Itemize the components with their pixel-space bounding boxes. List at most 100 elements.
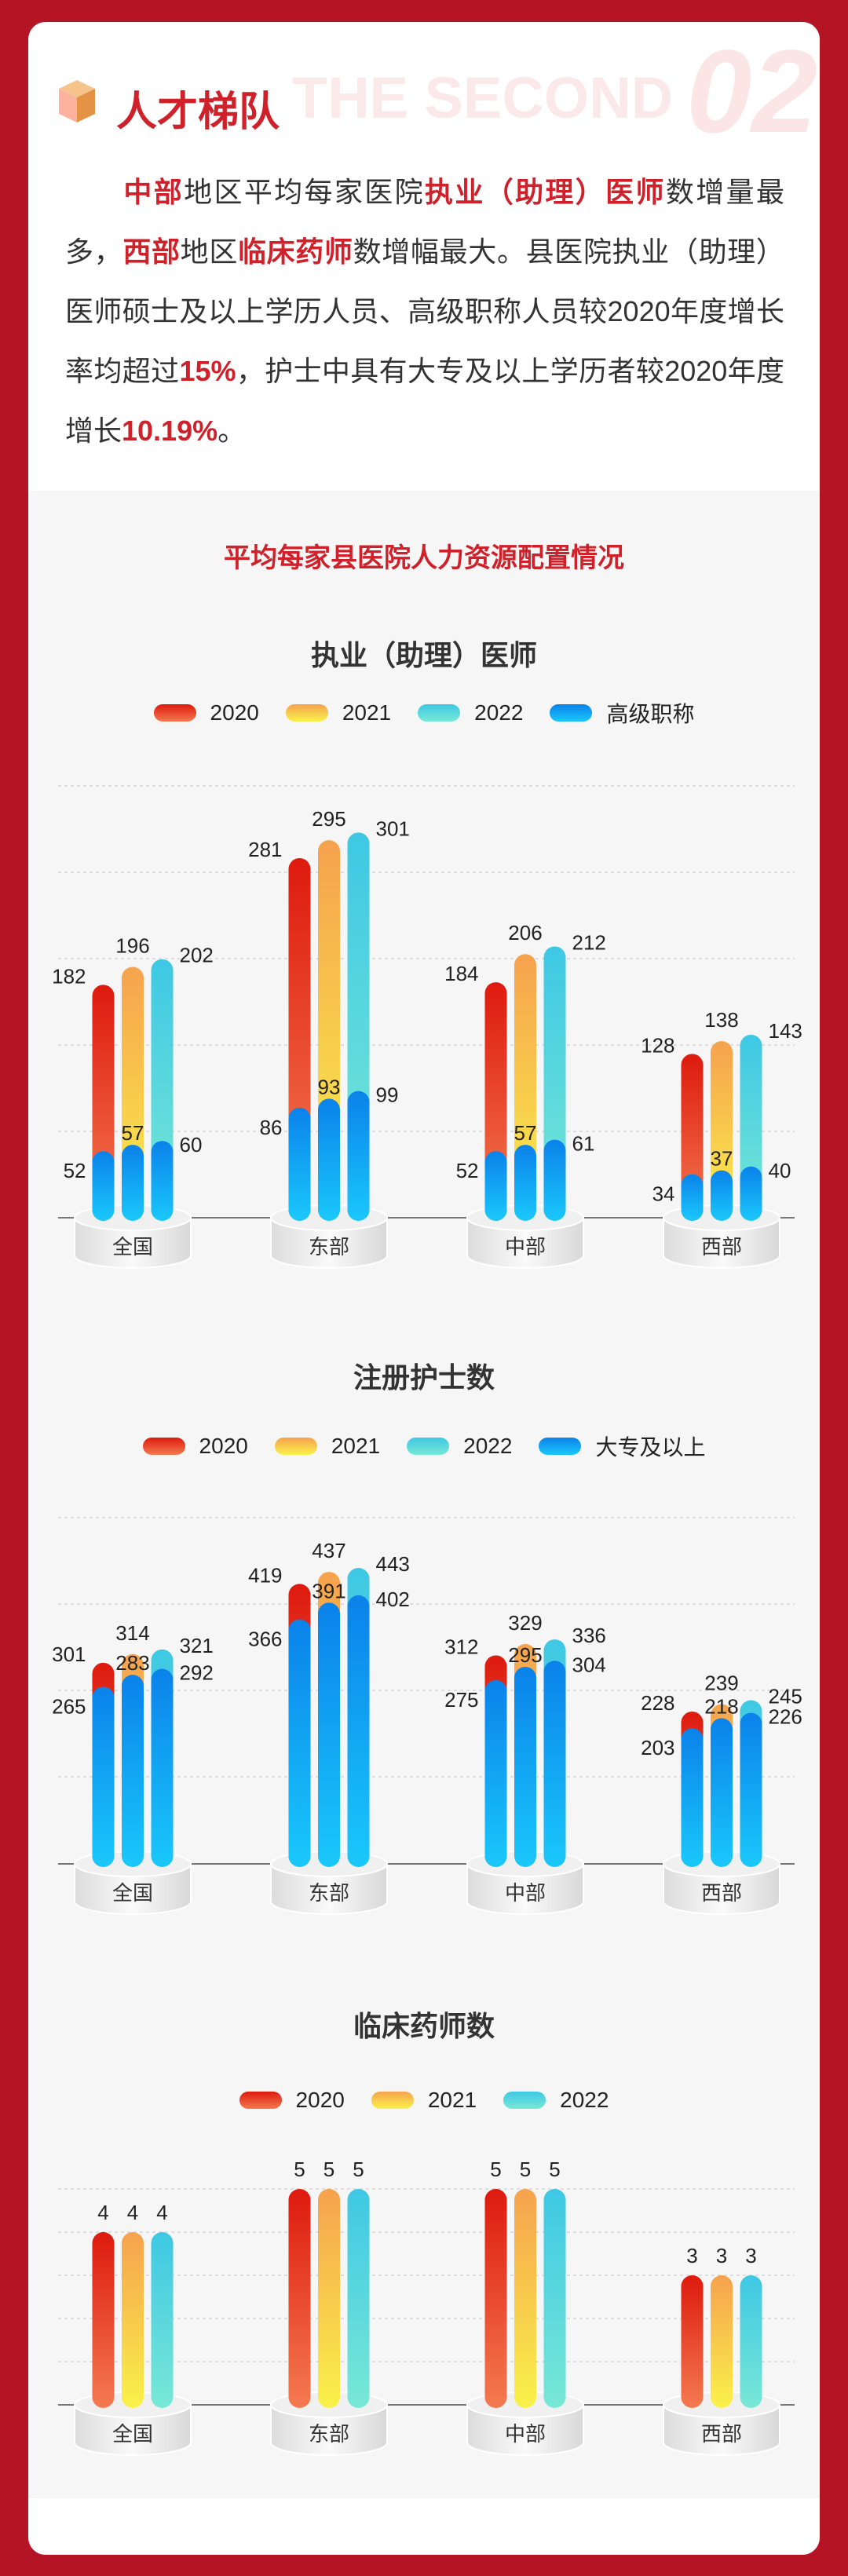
legend-label: 大专及以上 [595,1435,706,1460]
legend-swatch-2020 [239,2092,282,2109]
value-label: 4 [97,2201,108,2224]
text-segment: 中部 [122,176,185,208]
bar-overlay [681,1174,704,1221]
text-segment: 数增量最多， [65,176,784,268]
value-label: 437 [312,1539,345,1562]
category-label: 全国 [112,2422,153,2446]
value-label: 239 [704,1672,738,1695]
value-label: 128 [641,1033,674,1057]
overlay-value-label: 40 [769,1159,791,1182]
value-label: 3 [745,2244,756,2267]
overlay-value-label: 295 [508,1643,542,1667]
legend-item: 2022 [407,1431,512,1462]
pedestal [466,1863,584,1915]
value-label: 314 [115,1621,149,1645]
overlay-value-label: 275 [444,1688,478,1712]
text-segment: 15% [179,355,236,387]
value-label: 4 [127,2201,138,2224]
section-number: 02 [686,25,817,157]
legend-swatch-2021 [371,2092,414,2109]
bar-overlay [681,1728,704,1867]
bar-2022 [543,2189,566,2408]
category-label: 西部 [701,1881,742,1905]
category-label: 全国 [112,1881,153,1905]
value-label: 202 [180,944,214,967]
overlay-value-label: 304 [572,1653,606,1676]
bar-2020 [288,2189,311,2408]
category-label: 全国 [112,1235,153,1259]
bar-overlay [92,1151,115,1221]
bar-overlay [288,1619,311,1867]
overlay-value-label: 57 [514,1121,537,1145]
pedestal [270,2404,388,2456]
bar-overlay [318,1602,340,1867]
legend-label: 2020 [199,1434,248,1458]
value-label: 329 [508,1611,542,1635]
bar-2022 [740,2275,762,2408]
chart-legend: 2020 2021 2022 大专及以上 [0,1431,848,1462]
overlay-value-label: 86 [260,1116,283,1139]
overlay-value-label: 203 [641,1736,674,1759]
bar-overlay [514,1666,536,1867]
bar-2021 [122,2232,144,2408]
pedestal [663,2404,780,2456]
text-segment: ，护士中具有大专及以上学历者较2020年度增长 [65,355,784,447]
text-segment: 西部 [122,236,181,268]
legend-swatch-2022 [418,704,461,722]
value-label: 196 [115,934,149,958]
legend-item: 2021 [285,697,392,729]
legend-label: 2022 [463,1434,513,1458]
legend-label: 2022 [560,2088,609,2112]
pedestal [466,2404,584,2456]
legend-label: 2021 [427,2088,477,2112]
value-label: 419 [248,1563,282,1587]
bar-overlay [318,1098,340,1221]
pedestal [74,1863,192,1915]
value-label: 5 [353,2158,364,2181]
bar-2020 [484,2189,507,2408]
overlay-value-label: 283 [115,1651,149,1675]
value-label: 4 [156,2201,167,2224]
legend-swatch-overlay [539,1438,582,1455]
legend-label: 2022 [474,700,524,725]
chart-legend: 2020 2021 2022 高级职称 [0,697,848,729]
value-label: 3 [686,2244,697,2267]
bar-2022 [347,2189,370,2408]
category-label: 东部 [309,1881,349,1905]
category-label: 中部 [505,2422,546,2446]
bar-overlay [92,1686,115,1867]
value-label: 182 [52,964,86,988]
bar-overlay [711,1170,733,1221]
legend-label: 高级职称 [606,702,695,726]
value-label: 312 [444,1635,478,1658]
bar-2022 [151,2232,174,2408]
legend-swatch-2021 [285,704,328,722]
legend-item: 2021 [274,1431,380,1462]
overlay-value-label: 93 [318,1075,341,1098]
legend-label: 2021 [342,700,392,725]
legend-item: 2022 [503,2088,609,2113]
value-label: 206 [508,921,542,945]
summary-paragraph: 中部地区平均每家医院执业（助理）医师数增量最多，西部地区临床药师数增幅最大。县医… [65,163,784,461]
value-label: 301 [376,817,410,840]
legend-swatch-2020 [153,704,196,722]
legend-swatch-2022 [503,2092,546,2109]
bar-overlay [347,1595,370,1867]
text-segment: 。 [217,415,247,447]
overlay-value-label: 52 [64,1159,86,1182]
overlay-value-label: 52 [456,1159,479,1182]
category-label: 东部 [309,2422,349,2446]
bar-2021 [711,2275,733,2408]
legend-label: 2020 [210,700,259,725]
legend-item: 2020 [239,2088,345,2113]
value-label: 5 [549,2158,560,2181]
bar-2021 [318,2189,340,2408]
value-label: 5 [520,2158,531,2181]
chart-title: 执业（助理）医师 [310,639,537,671]
overlay-value-label: 391 [312,1579,345,1602]
bar-overlay [740,1166,762,1221]
overlay-value-label: 226 [769,1705,802,1729]
value-label: 184 [444,962,478,985]
legend-swatch-2020 [142,1438,185,1455]
